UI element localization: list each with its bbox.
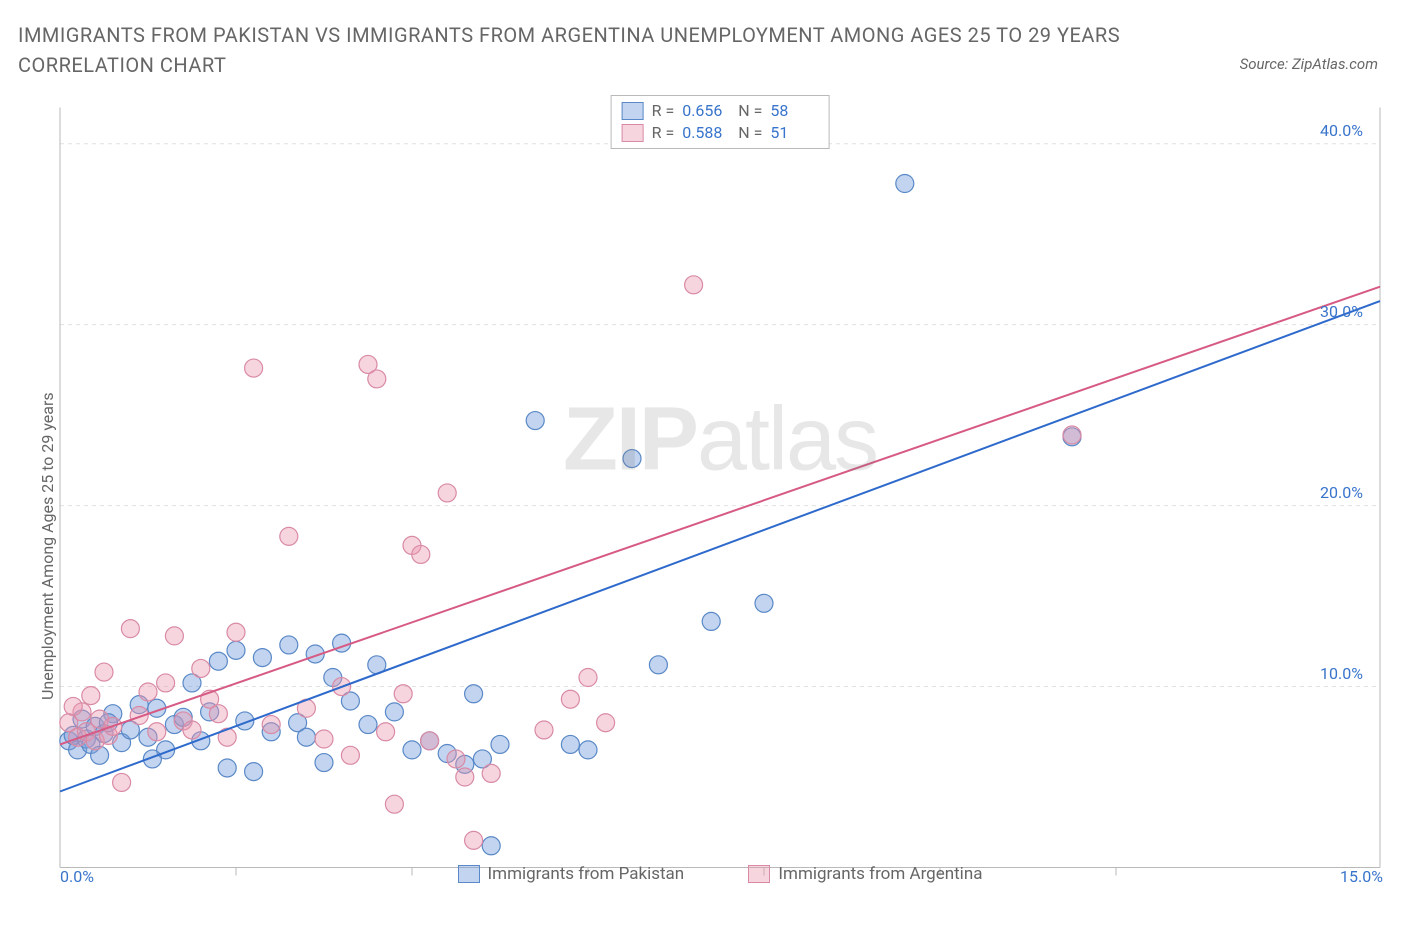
legend-item-argentina: Immigrants from Argentina — [748, 864, 982, 884]
legend-label-pakistan: Immigrants from Pakistan — [488, 864, 685, 884]
y-tick-label: 10.0% — [1320, 664, 1380, 683]
legend-item-pakistan: Immigrants from Pakistan — [458, 864, 685, 884]
legend-bottom: Immigrants from Pakistan Immigrants from… — [60, 864, 1380, 888]
legend-label-argentina: Immigrants from Argentina — [778, 864, 982, 884]
x-tick-label: 0.0% — [60, 867, 94, 886]
y-tick-label: 20.0% — [1320, 483, 1380, 502]
r-label: R = — [652, 122, 675, 144]
y-axis-title: Unemployment Among Ages 25 to 29 years — [38, 392, 57, 700]
n-label: N = — [738, 122, 762, 144]
swatch-pakistan-bottom — [458, 865, 480, 883]
legend-row-pakistan: R = 0.656 N = 58 — [622, 100, 819, 122]
y-tick-label: 40.0% — [1320, 121, 1380, 140]
r-value-pakistan: 0.656 — [682, 100, 730, 122]
legend-top: R = 0.656 N = 58 R = 0.588 N = 51 — [611, 95, 830, 149]
legend-row-argentina: R = 0.588 N = 51 — [622, 122, 819, 144]
n-label: N = — [738, 100, 762, 122]
plot-area: ZIPatlas R = 0.656 N = 58 R = 0.588 N = … — [60, 95, 1380, 880]
chart-title: IMMIGRANTS FROM PAKISTAN VS IMMIGRANTS F… — [18, 20, 1206, 80]
r-value-argentina: 0.588 — [682, 122, 730, 144]
n-value-argentina: 51 — [770, 122, 818, 144]
source-label: Source: ZipAtlas.com — [1240, 55, 1378, 73]
n-value-pakistan: 58 — [770, 100, 818, 122]
swatch-argentina-bottom — [748, 865, 770, 883]
r-label: R = — [652, 100, 675, 122]
swatch-pakistan — [622, 102, 644, 120]
x-tick-label: 15.0% — [1340, 867, 1383, 886]
y-tick-label: 30.0% — [1320, 302, 1380, 321]
swatch-argentina — [622, 124, 644, 142]
plot-svg — [60, 95, 1380, 880]
